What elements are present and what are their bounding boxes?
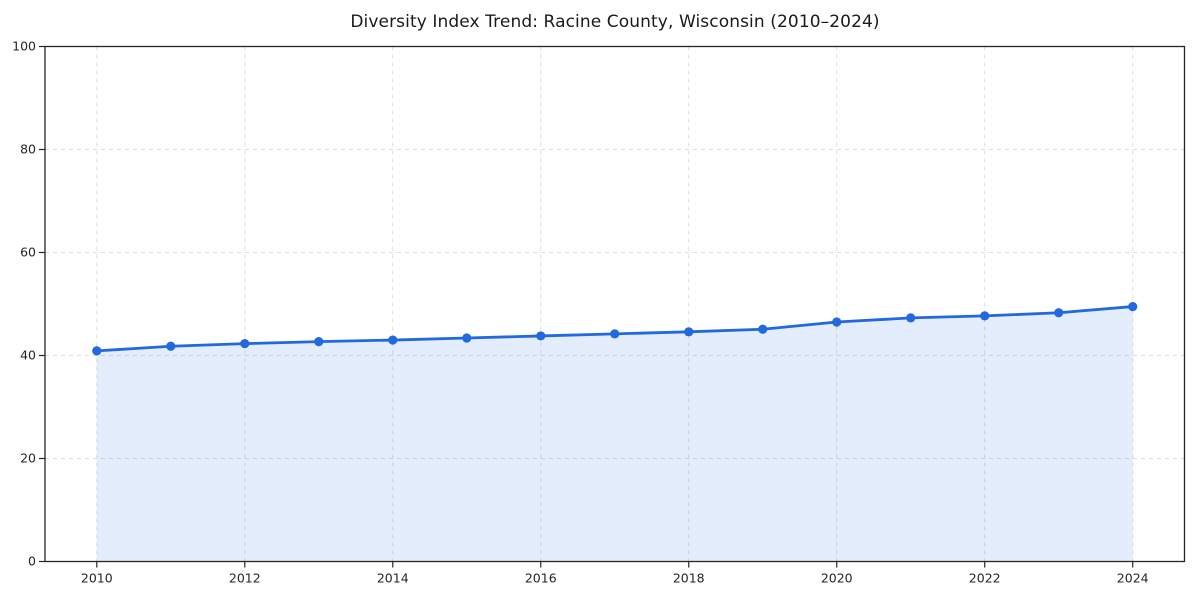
- data-point-2016: [536, 331, 546, 341]
- data-point-2014: [388, 335, 398, 345]
- data-point-2010: [92, 346, 102, 356]
- data-point-2020: [832, 317, 842, 327]
- x-axis-tick-label: 2024: [1117, 571, 1149, 586]
- chart-title: Diversity Index Trend: Racine County, Wi…: [350, 12, 880, 32]
- data-point-2015: [462, 333, 472, 343]
- x-axis-tick-label: 2020: [821, 571, 853, 586]
- data-point-2019: [758, 324, 768, 334]
- y-axis-tick-label: 100: [12, 39, 36, 54]
- y-axis-tick-label: 60: [20, 245, 36, 260]
- data-point-2017: [610, 329, 620, 339]
- x-axis-tick-label: 2022: [969, 571, 1001, 586]
- data-point-2022: [980, 311, 990, 321]
- x-axis-tick-label: 2012: [229, 571, 261, 586]
- data-point-2011: [166, 341, 176, 351]
- x-axis-tick-label: 2016: [525, 571, 557, 586]
- data-point-2023: [1054, 308, 1064, 318]
- data-point-2018: [684, 327, 694, 337]
- y-axis-tick-label: 80: [20, 142, 36, 157]
- x-axis-tick-label: 2010: [81, 571, 113, 586]
- data-point-2013: [314, 336, 324, 347]
- data-point-2024: [1128, 301, 1138, 312]
- data-point-2021: [906, 313, 916, 323]
- y-axis-tick-label: 0: [28, 554, 36, 569]
- data-point-2012: [240, 339, 250, 349]
- plot-border: [44, 45, 1186, 563]
- trend-area-fill: [96, 306, 1133, 562]
- x-axis-tick-label: 2018: [673, 571, 705, 586]
- y-axis-tick-label: 40: [20, 348, 36, 363]
- x-axis-tick-label: 2014: [377, 571, 409, 586]
- y-axis-tick-label: 20: [20, 451, 36, 466]
